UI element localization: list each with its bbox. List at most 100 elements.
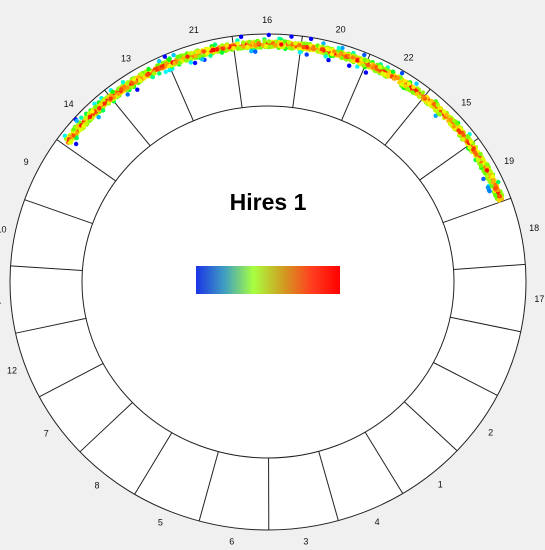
density-point — [377, 64, 383, 70]
density-point — [395, 75, 401, 81]
segment-label: 18 — [529, 223, 539, 233]
density-point — [484, 162, 489, 167]
density-point — [199, 57, 205, 62]
density-point — [414, 81, 419, 86]
density-point — [145, 72, 150, 78]
density-point — [171, 52, 176, 58]
density-point — [74, 118, 79, 124]
density-point — [131, 77, 137, 82]
density-point — [497, 193, 503, 199]
density-point — [78, 127, 83, 133]
density-point — [420, 90, 425, 95]
density-point — [163, 69, 168, 75]
density-point — [245, 44, 250, 50]
density-point — [224, 48, 229, 53]
density-point — [205, 46, 210, 52]
density-point — [340, 45, 345, 51]
density-point — [135, 87, 140, 92]
segment-label: 11 — [0, 296, 1, 306]
density-point — [410, 90, 415, 95]
density-point — [308, 36, 314, 42]
density-point — [399, 71, 405, 76]
density-point — [347, 63, 352, 68]
segment-label: 7 — [44, 429, 49, 439]
density-point — [224, 43, 230, 48]
density-point — [363, 70, 369, 75]
density-point — [297, 42, 302, 48]
density-point — [487, 179, 492, 184]
density-point — [427, 101, 432, 106]
segment-divider — [79, 402, 133, 453]
density-point — [73, 141, 79, 147]
density-point — [402, 79, 407, 84]
density-point — [263, 44, 269, 49]
density-point — [370, 65, 375, 70]
density-point — [120, 80, 126, 85]
segment-label: 4 — [375, 517, 380, 527]
density-point — [253, 49, 258, 54]
density-point — [385, 73, 391, 78]
density-point — [441, 109, 447, 114]
density-point — [146, 66, 151, 72]
density-point — [188, 60, 193, 65]
density-point — [249, 49, 254, 54]
density-point — [361, 63, 366, 68]
density-point — [304, 52, 309, 57]
density-point — [160, 64, 165, 69]
density-point — [457, 130, 463, 135]
density-point — [301, 45, 306, 50]
density-point — [488, 169, 493, 174]
density-point — [125, 92, 130, 97]
density-point — [287, 45, 292, 50]
density-point — [461, 132, 466, 137]
density-point — [491, 178, 496, 183]
density-point — [455, 121, 460, 126]
segment-label: 22 — [404, 53, 414, 63]
density-point — [374, 66, 379, 72]
segment-label: 10 — [0, 224, 7, 234]
density-point — [219, 50, 225, 55]
segment-divider — [403, 401, 458, 452]
density-point — [326, 57, 331, 63]
density-point — [97, 106, 102, 111]
density-point — [98, 102, 103, 107]
density-point — [269, 44, 274, 49]
density-point — [256, 41, 261, 46]
density-point — [478, 151, 483, 157]
segment-divider — [450, 316, 521, 333]
density-point — [411, 85, 416, 90]
density-point — [266, 39, 272, 44]
density-point — [235, 38, 240, 43]
segment-label: 6 — [229, 537, 234, 547]
segment-label: 1 — [438, 480, 443, 490]
segment-label: 15 — [461, 98, 471, 108]
density-point — [81, 123, 87, 129]
density-point — [74, 135, 79, 141]
density-point — [177, 60, 182, 65]
density-point — [150, 74, 155, 80]
segment-label: 5 — [158, 518, 163, 528]
chart-title: Hires 1 — [230, 189, 307, 215]
density-point — [390, 69, 396, 74]
density-point — [157, 59, 162, 64]
density-point — [235, 41, 240, 46]
segment-label: 21 — [189, 25, 199, 35]
density-point — [197, 54, 202, 59]
density-point — [489, 184, 494, 189]
density-point — [83, 115, 89, 120]
segment-labels: 16202215191817214365871211109141321 — [0, 15, 544, 547]
density-point — [448, 117, 453, 122]
density-point — [391, 76, 397, 81]
density-point — [406, 81, 412, 86]
density-point — [484, 168, 490, 173]
density-point — [195, 49, 200, 55]
density-point — [193, 53, 198, 58]
density-point — [220, 46, 225, 51]
density-point — [490, 174, 495, 179]
segment-divider — [198, 451, 219, 522]
segment-label: 13 — [121, 54, 131, 64]
density-point — [478, 163, 484, 168]
density-point — [380, 71, 385, 76]
density-point — [420, 95, 426, 100]
segment-label: 20 — [336, 25, 346, 35]
